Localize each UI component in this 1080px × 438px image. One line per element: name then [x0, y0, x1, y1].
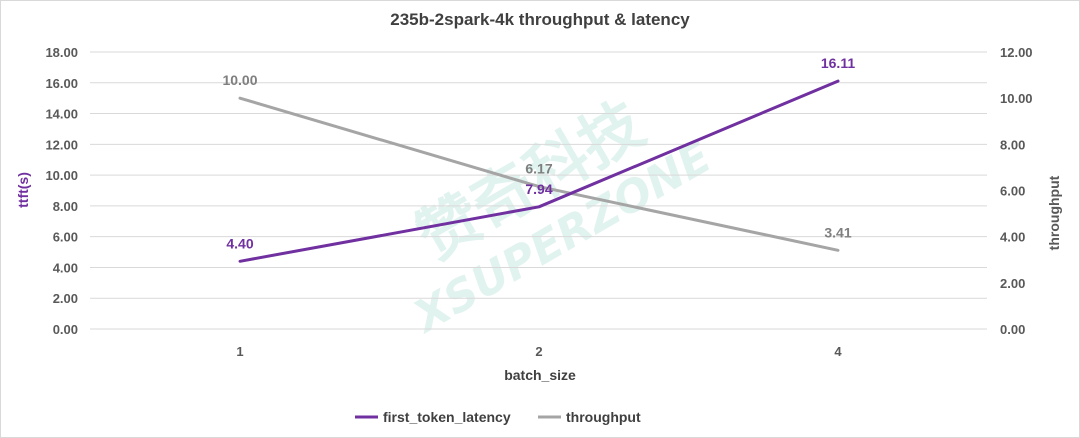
- y-left-tick-label: 12.00: [45, 137, 78, 152]
- y-left-tick-label: 16.00: [45, 76, 78, 91]
- y-left-tick-label: 4.00: [53, 260, 78, 275]
- y-right-tick-label: 6.00: [1000, 184, 1025, 199]
- y-axis-left-label: ttft(s): [15, 172, 31, 208]
- legend: first_token_latency throughput: [355, 409, 641, 425]
- data-label-first-token-latency: 7.94: [525, 181, 552, 197]
- x-tick-label: 2: [535, 344, 542, 359]
- data-label-first-token-latency: 4.40: [226, 235, 253, 251]
- gridlines: [90, 51, 987, 330]
- y-left-tick-label: 10.00: [45, 168, 78, 183]
- y-right-tick-label: 8.00: [1000, 137, 1025, 152]
- y-right-tick-label: 4.00: [1000, 230, 1025, 245]
- x-tick-label: 4: [834, 344, 842, 359]
- y-axis-right-label: throughput: [1046, 175, 1062, 250]
- data-label-throughput: 6.17: [525, 161, 552, 177]
- y-right-tick-label: 0.00: [1000, 322, 1025, 337]
- x-axis-ticks: 1 2 4: [236, 344, 842, 359]
- y-left-tick-label: 18.00: [45, 45, 78, 60]
- y-right-tick-label: 10.00: [1000, 91, 1033, 106]
- legend-label-first-token-latency: first_token_latency: [383, 409, 511, 425]
- y-right-tick-label: 12.00: [1000, 45, 1033, 60]
- y-left-tick-label: 6.00: [53, 230, 78, 245]
- left-axis-ticks: 0.00 2.00 4.00 6.00 8.00 10.00 12.00 14.00 16.00…: [45, 45, 78, 337]
- x-tick-label: 1: [236, 344, 243, 359]
- y-left-tick-label: 0.00: [53, 322, 78, 337]
- data-labels: 4.40 7.94 16.11 10.00 6.17 3.41: [222, 55, 855, 251]
- right-axis-ticks: 0.00 2.00 4.00 6.00 8.00 10.00 12.00: [1000, 45, 1033, 337]
- x-axis-label: batch_size: [504, 367, 576, 383]
- series-layer: [238, 79, 840, 263]
- y-right-tick-label: 2.00: [1000, 276, 1025, 291]
- data-label-first-token-latency: 16.11: [821, 55, 855, 71]
- chart-title: 235b-2spark-4k throughput & latency: [390, 10, 690, 29]
- legend-label-throughput: throughput: [566, 409, 641, 425]
- data-label-throughput: 3.41: [824, 224, 851, 240]
- data-label-throughput: 10.00: [222, 72, 257, 88]
- y-left-tick-label: 14.00: [45, 107, 78, 122]
- y-left-tick-label: 2.00: [53, 291, 78, 306]
- y-left-tick-label: 8.00: [53, 199, 78, 214]
